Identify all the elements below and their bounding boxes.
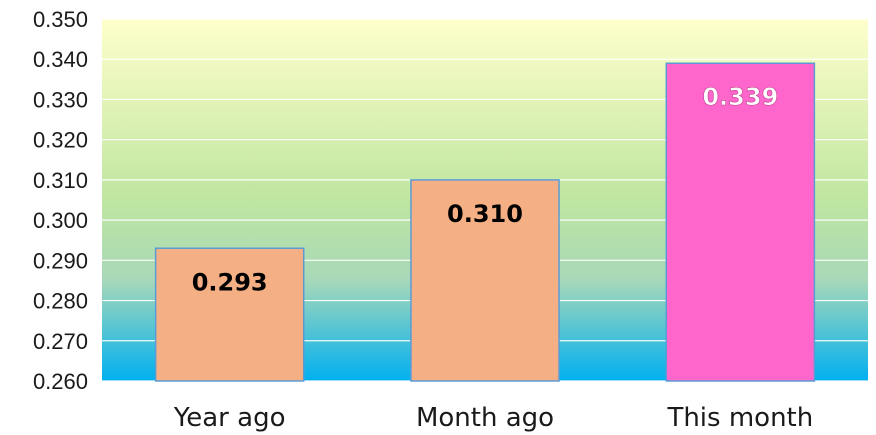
- x-axis-category-labels: Year ago Month ago This month: [173, 403, 813, 433]
- bar: [154, 247, 305, 382]
- x-category-label: Year ago: [173, 403, 286, 433]
- y-tick-label: 0.270: [33, 329, 88, 354]
- y-tick-label: 0.310: [33, 168, 88, 193]
- x-category-label: This month: [666, 403, 813, 433]
- y-tick-label: 0.290: [33, 248, 88, 273]
- bars: [154, 62, 816, 382]
- y-tick-label: 0.350: [33, 7, 88, 32]
- y-tick-label: 0.280: [33, 289, 88, 314]
- bar: [410, 179, 560, 382]
- y-tick-label: 0.330: [33, 87, 88, 112]
- data-label: 0.310: [447, 200, 523, 228]
- y-tick-label: 0.340: [33, 47, 88, 72]
- data-label: 0.339: [702, 83, 778, 111]
- y-tick-label: 0.260: [33, 369, 88, 394]
- bar: [665, 62, 816, 382]
- data-labels: 0.293 0.310 0.339: [192, 83, 779, 296]
- y-tick-label: 0.300: [33, 208, 88, 233]
- y-tick-label: 0.320: [33, 128, 88, 153]
- data-label: 0.293: [192, 268, 268, 296]
- y-axis-tick-labels: 0.260 0.270 0.280 0.290 0.300 0.310 0.320 0.330…: [33, 7, 88, 394]
- x-category-label: Month ago: [416, 403, 554, 433]
